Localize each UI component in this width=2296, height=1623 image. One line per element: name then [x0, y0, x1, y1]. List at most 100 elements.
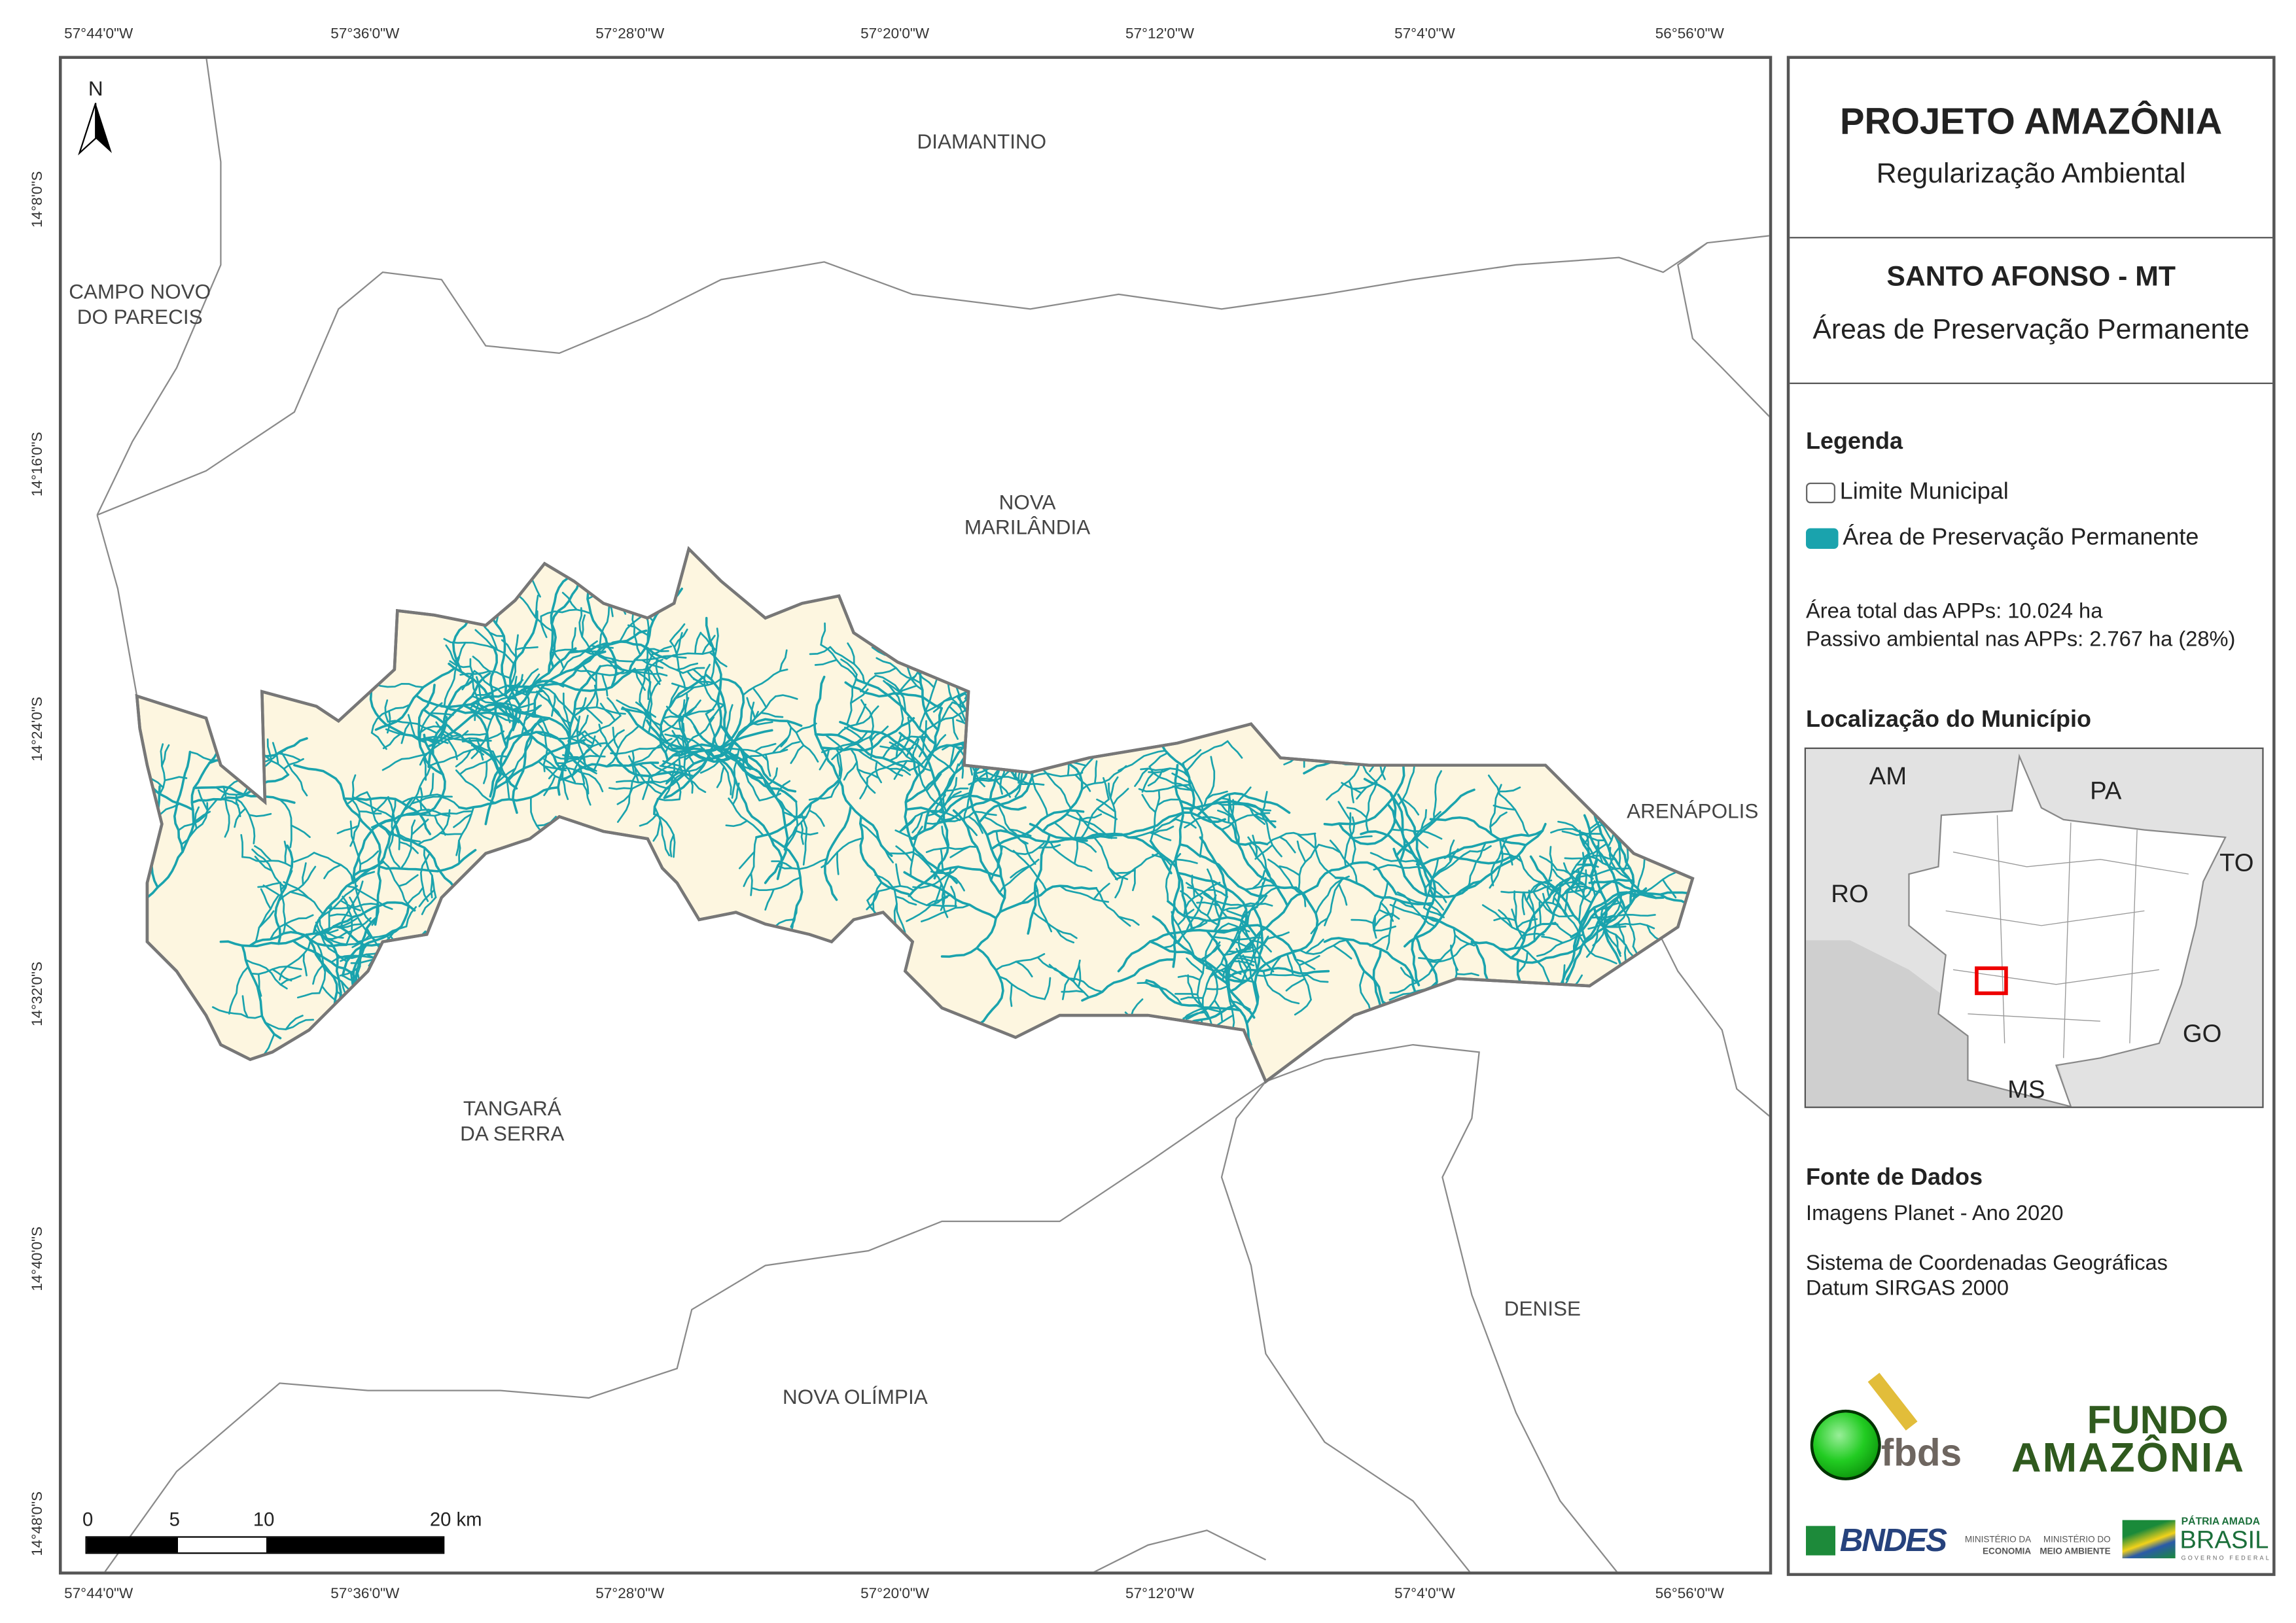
- app-stream: [1145, 979, 1242, 1012]
- app-stream: [421, 896, 437, 915]
- app-stream: [1725, 908, 1767, 935]
- app-stream: [1758, 920, 1765, 941]
- app-stream: [910, 826, 923, 877]
- app-stream: [190, 773, 290, 804]
- app-stream: [858, 922, 881, 931]
- app-stream: [1137, 982, 1183, 1006]
- app-stream: [1306, 974, 1329, 983]
- app-stream: [750, 872, 753, 896]
- app-stream: [400, 794, 453, 804]
- app-stream: [536, 722, 548, 773]
- app-stream: [1365, 781, 1378, 833]
- app-stream: [1067, 642, 1079, 665]
- app-stream: [936, 794, 1027, 825]
- app-stream: [484, 647, 577, 826]
- app-stream: [164, 776, 188, 782]
- app-stream: [470, 712, 496, 759]
- patria-amada-brasil-logo: PÁTRIA AMADA BRASIL GOVERNO FEDERAL: [2122, 1517, 2270, 1562]
- app-stream: [983, 816, 1029, 845]
- app-stream: [464, 733, 488, 736]
- app-stream: [669, 640, 686, 691]
- map-canvas[interactable]: [59, 56, 1772, 1574]
- app-stream: [1387, 803, 1435, 898]
- app-stream: [1372, 881, 1389, 932]
- app-stream: [1261, 791, 1268, 814]
- app-stream: [708, 703, 726, 722]
- app-stream: [1345, 690, 1352, 714]
- stat-area-total: Área total das APPs: 10.024 ha: [1806, 600, 2103, 624]
- municipality-section: SANTO AFONSO - MT Áreas de Preservação P…: [1790, 237, 2273, 385]
- app-stream: [584, 707, 603, 724]
- app-stream: [624, 708, 648, 715]
- app-stream: [1424, 650, 1438, 670]
- app-stream: [1561, 830, 1585, 836]
- app-stream: [907, 893, 957, 907]
- location-highlight-box: [1975, 966, 2008, 996]
- app-stream: [1330, 718, 1381, 738]
- app-stream: [1407, 625, 1413, 650]
- app-stream: [349, 797, 361, 847]
- app-stream: [731, 746, 741, 799]
- app-stream: [1414, 752, 1438, 759]
- app-stream: [522, 668, 539, 687]
- app-stream: [254, 845, 272, 862]
- app-stream: [921, 709, 966, 737]
- app-stream: [1449, 839, 1455, 863]
- app-stream: [1539, 855, 1558, 871]
- app-stream: [419, 810, 472, 817]
- app-stream: [1034, 655, 1084, 736]
- app-stream: [1249, 894, 1268, 912]
- fbds-text: fbds: [1881, 1430, 1962, 1475]
- app-stream: [1591, 915, 1616, 919]
- app-stream: [293, 852, 315, 863]
- app-stream: [1118, 915, 1140, 926]
- app-stream: [895, 735, 902, 759]
- app-stream: [1148, 831, 1172, 841]
- app-stream: [559, 640, 598, 676]
- app-stream: [1629, 994, 1681, 1007]
- legend-swatch-limite: [1806, 482, 1836, 504]
- app-stream: [716, 753, 739, 761]
- app-stream: [1241, 930, 1275, 973]
- app-stream: [1402, 798, 1420, 816]
- app-stream: [1589, 855, 1634, 884]
- app-stream: [1491, 837, 1508, 886]
- app-stream: [605, 725, 639, 767]
- app-stream: [257, 882, 281, 888]
- app-stream: [1148, 767, 1171, 774]
- app-stream: [1498, 909, 1513, 928]
- app-stream: [654, 805, 671, 856]
- app-stream: [283, 758, 304, 770]
- app-stream: [988, 663, 1030, 697]
- app-stream: [628, 562, 633, 586]
- app-stream: [1767, 908, 1772, 926]
- map-frame[interactable]: N DIAMANTINO CAMPO NOVO DO PARECIS NOVA MA…: [58, 56, 1773, 1575]
- app-stream: [1177, 975, 1201, 981]
- app-stream: [1032, 911, 1078, 939]
- app-stream: [1154, 1023, 1178, 1027]
- app-stream: [1147, 769, 1164, 787]
- state-label-ro: RO: [1831, 880, 1869, 908]
- app-stream: [1608, 789, 1613, 813]
- app-stream: [1546, 846, 1553, 899]
- app-stream: [279, 939, 311, 981]
- app-stream: [1759, 948, 1772, 992]
- scale-label-10: 10: [253, 1508, 275, 1531]
- app-stream: [789, 933, 798, 956]
- app-stream: [1576, 932, 1617, 965]
- app-stream: [917, 762, 943, 807]
- app-stream: [952, 809, 1006, 899]
- app-stream: [240, 833, 244, 858]
- app-stream: [906, 737, 919, 758]
- north-arrow: N: [77, 77, 115, 159]
- app-stream: [1305, 938, 1324, 954]
- app-stream: [923, 720, 927, 744]
- app-stream: [1204, 941, 1221, 960]
- app-stream: [1262, 970, 1300, 1005]
- app-stream: [515, 674, 523, 697]
- app-stream: [608, 787, 633, 790]
- app-stream: [972, 678, 998, 724]
- app-stream: [599, 664, 651, 672]
- app-stream: [1000, 734, 1023, 741]
- app-stream: [1567, 1000, 1617, 1019]
